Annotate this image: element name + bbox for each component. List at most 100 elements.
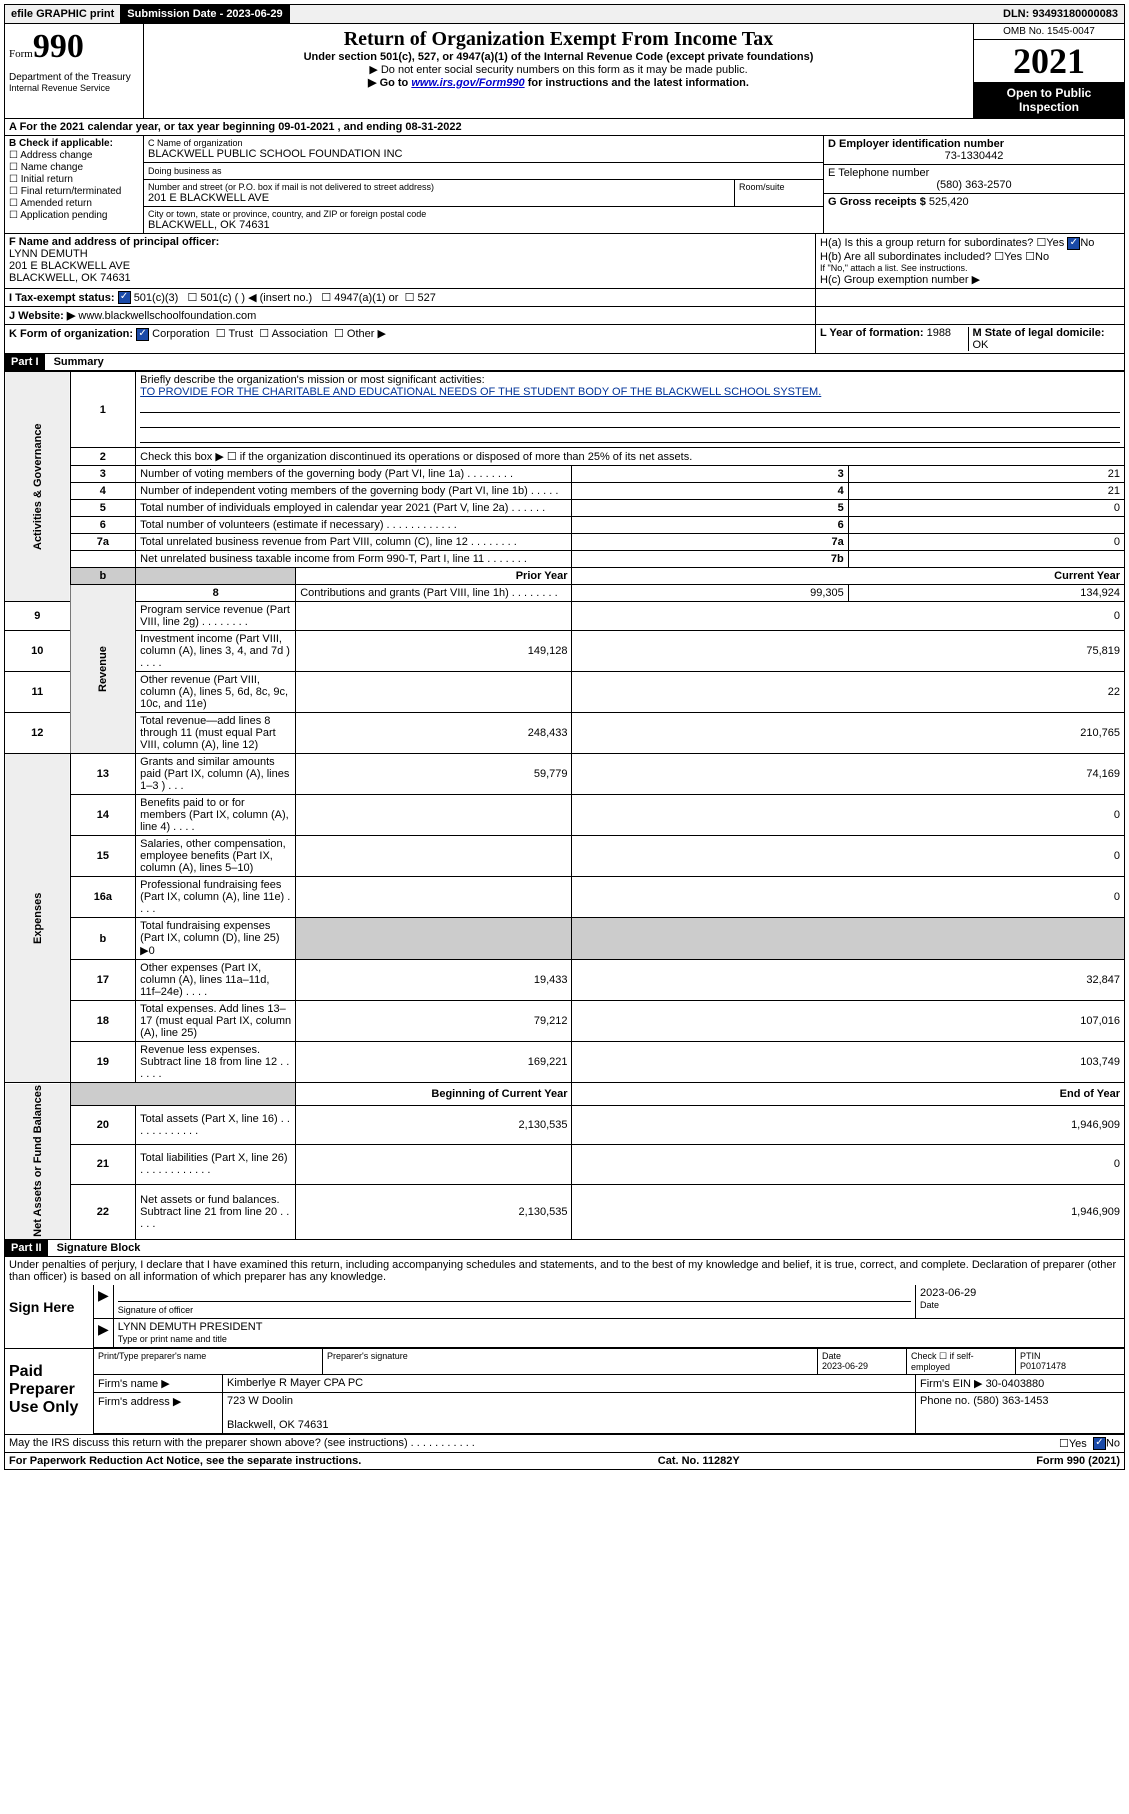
city-value: BLACKWELL, OK 74631 [148,219,270,231]
section-lm: L Year of formation: 1988 M State of leg… [816,325,1124,353]
chk-initial-return[interactable]: ☐ Initial return [9,174,139,185]
k-corp: Corporation [152,328,209,340]
gross-label: G Gross receipts $ [828,196,926,208]
prep-date-value: 2023-06-29 [822,1361,868,1371]
rev-row-9: 9Program service revenue (Part VIII, lin… [5,602,1125,631]
arrow-icon: ▶ [94,1285,114,1318]
ptin-header: PTIN [1020,1351,1041,1361]
type-name-label: Type or print name and title [118,1334,227,1344]
form-word: Form [9,48,33,60]
part1-title: Summary [48,354,110,370]
ptin-value: P01071478 [1020,1361,1066,1371]
firm-phone-value: (580) 363-1453 [973,1395,1048,1407]
may-irs-yes[interactable]: ☐Yes [1059,1437,1087,1450]
hc-row: H(c) Group exemption number ▶ [820,273,1120,286]
main-info-block: B Check if applicable: ☐ Address change … [4,136,1125,234]
prep-name-header: Print/Type preparer's name [94,1349,323,1374]
submission-date-btn[interactable]: Submission Date - 2023-06-29 [121,5,289,23]
firm-ein-label: Firm's EIN ▶ [920,1378,983,1390]
efile-label: efile GRAPHIC print [5,5,121,23]
summary-row-6: 6Total number of volunteers (estimate if… [5,517,1125,534]
street-value: 201 E BLACKWELL AVE [148,192,269,204]
note2-pre: ▶ Go to [368,77,411,89]
vlabel-expenses: Expenses [5,754,71,1083]
form-990: 990 [33,28,84,65]
ha-no-checkbox[interactable]: ✓ [1067,237,1080,250]
prior-year-header: Prior Year [296,568,572,585]
ein-label: D Employer identification number [828,138,1004,150]
section-h: H(a) Is this a group return for subordin… [816,234,1124,288]
sign-here-label: Sign Here [5,1285,94,1348]
name-label: C Name of organization [148,138,819,148]
chk-application-pending[interactable]: ☐ Application pending [9,210,139,221]
section-g: G Gross receipts $ 525,420 [824,194,1124,210]
hb-note: If "No," attach a list. See instructions… [820,263,1120,273]
check-self-employed: Check ☐ if self-employed [907,1349,1016,1374]
chk-address-change[interactable]: ☐ Address change [9,150,139,161]
tax-status-label: I Tax-exempt status: [9,292,115,304]
phone-label: E Telephone number [828,167,929,179]
officer-typed-name: LYNN DEMUTH PRESIDENT [118,1321,263,1333]
summary-row-7b: Net unrelated business taxable income fr… [5,551,1125,568]
opt-501c3: 501(c)(3) [134,292,179,304]
return-title: Return of Organization Exempt From Incom… [148,28,969,51]
tax-year: 2021 [974,40,1124,82]
exp-row-17: 17Other expenses (Part IX, column (A), l… [5,960,1125,1001]
net-row-20: 20Total assets (Part X, line 16) . . . .… [5,1106,1125,1145]
part2-title: Signature Block [51,1240,147,1256]
section-j-right [816,307,1124,324]
year-formation-value: 1988 [927,327,951,339]
may-irs-no[interactable]: ✓No [1093,1437,1120,1450]
k-assoc: Association [272,328,328,340]
officer-name: LYNN DEMUTH [9,248,88,260]
k-corp-checkbox[interactable]: ✓ [136,328,149,341]
street-label: Number and street (or P.O. box if mail i… [148,182,730,192]
501c3-checkbox[interactable]: ✓ [118,291,131,304]
chk-amended-return[interactable]: ☐ Amended return [9,198,139,209]
rev-row-11: 11Other revenue (Part VIII, column (A), … [5,672,1125,713]
phone-value: (580) 363-2570 [828,179,1120,191]
rev-row-10: 10Investment income (Part VIII, column (… [5,631,1125,672]
dba-label: Doing business as [148,166,222,176]
summary-row-5: 5Total number of individuals employed in… [5,500,1125,517]
irs-form990-link[interactable]: www.irs.gov/Form990 [411,77,524,89]
dln-label: DLN: 93493180000083 [997,5,1124,23]
org-name-row: C Name of organization BLACKWELL PUBLIC … [144,136,823,163]
date-label: Date [920,1300,939,1310]
topbar-spacer [290,11,997,17]
form-org-label: K Form of organization: [9,328,133,340]
line2-num: 2 [70,448,136,466]
page-footer: For Paperwork Reduction Act Notice, see … [4,1453,1125,1470]
open-public-badge: Open to Public Inspection [974,82,1124,118]
part2-header: Part II [5,1240,48,1256]
line2-desc: Check this box ▶ ☐ if the organization d… [136,448,1125,466]
part1-header: Part I [5,354,45,370]
right-info-col: D Employer identification number 73-1330… [823,136,1124,233]
summary-row-3: 3Number of voting members of the governi… [5,466,1125,483]
chk-name-change[interactable]: ☐ Name change [9,162,139,173]
gross-value: 525,420 [929,196,969,208]
officer-addr2: BLACKWELL, OK 74631 [9,272,131,284]
note2-post: for instructions and the latest informat… [525,77,749,89]
firm-ein-value: 30-0403880 [986,1378,1045,1390]
end-year-header: End of Year [572,1083,1125,1106]
chk-final-return[interactable]: ☐ Final return/terminated [9,186,139,197]
website-label: J Website: ▶ [9,310,75,322]
mission-text: TO PROVIDE FOR THE CHARITABLE AND EDUCAT… [140,386,821,398]
hb-row: H(b) Are all subordinates included? ☐Yes… [820,250,1120,263]
opt-501c: 501(c) ( ) ◀ (insert no.) [200,292,312,304]
row-i: I Tax-exempt status: ✓ 501(c)(3) ☐ 501(c… [4,289,1125,308]
current-year-header: Current Year [572,568,1125,585]
firm-addr1: 723 W Doolin [227,1395,293,1407]
sig-officer-label: Signature of officer [118,1305,193,1315]
firm-addr-row: Firm's address ▶ 723 W DoolinBlackwell, … [94,1393,1124,1434]
sig-date-value: 2023-06-29 [920,1287,976,1299]
declaration-text: Under penalties of perjury, I declare th… [4,1257,1125,1285]
section-c: C Name of organization BLACKWELL PUBLIC … [144,136,823,233]
street-row: Number and street (or P.O. box if mail i… [144,180,823,207]
firm-phone-label: Phone no. [920,1395,970,1407]
vlabel-netassets: Net Assets or Fund Balances [5,1083,71,1240]
org-name: BLACKWELL PUBLIC SCHOOL FOUNDATION INC [148,148,402,160]
exp-row-16b: bTotal fundraising expenses (Part IX, co… [5,918,1125,960]
firm-name-value: Kimberlye R Mayer CPA PC [223,1375,916,1392]
